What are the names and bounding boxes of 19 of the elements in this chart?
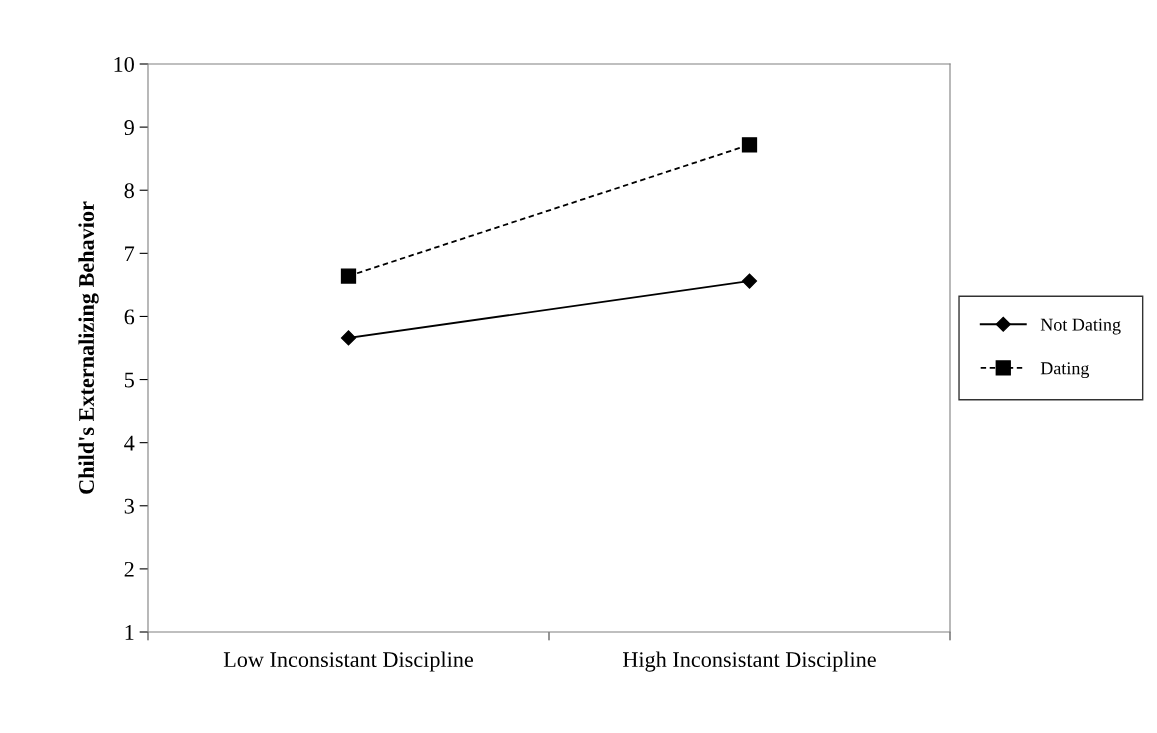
x-tick-label: High Inconsistant Discipline bbox=[622, 651, 876, 672]
legend-label: Dating bbox=[1040, 362, 1090, 379]
y-tick-label: 6 bbox=[124, 309, 135, 325]
y-tick-label: 3 bbox=[124, 498, 134, 514]
point bbox=[340, 268, 357, 284]
x-tick-label: Low Inconsistant Discipline bbox=[223, 651, 474, 672]
point bbox=[340, 330, 357, 346]
y-tick-label: 10 bbox=[114, 56, 134, 72]
y-tick-label: 2 bbox=[124, 561, 134, 577]
legend-label: Not Dating bbox=[1040, 318, 1121, 335]
y-tick-label: 7 bbox=[125, 246, 135, 262]
y-tick-label: 8 bbox=[124, 183, 134, 199]
point bbox=[741, 273, 758, 289]
y-tick-label: 9 bbox=[124, 120, 134, 136]
y-axis-title: Child's Externalizing Behavior bbox=[78, 201, 99, 494]
y-tick-label: 4 bbox=[124, 435, 135, 451]
point bbox=[741, 137, 758, 153]
y-tick-label: 1 bbox=[125, 625, 134, 640]
y-tick-label: 5 bbox=[124, 372, 134, 388]
